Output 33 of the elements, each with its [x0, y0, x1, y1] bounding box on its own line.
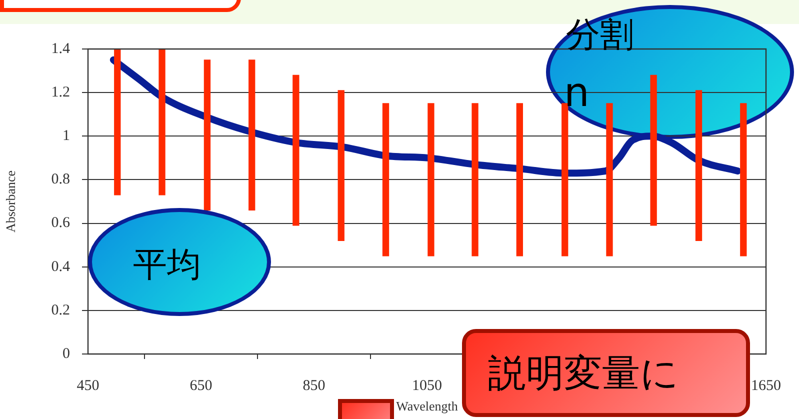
bar [114, 49, 121, 196]
y-tick-label: 1.2 [51, 84, 70, 101]
y-tick-label: 0 [62, 346, 70, 362]
x-tick-label: 1050 [412, 378, 442, 394]
bar [695, 90, 702, 242]
bar [292, 74, 300, 226]
y-tick-label: 0.8 [51, 172, 70, 188]
bar [650, 74, 657, 226]
bar [382, 103, 390, 256]
x-axis-title: Wavelength [396, 398, 458, 414]
y-tick-label: 1.4 [51, 40, 70, 57]
bar [204, 60, 211, 211]
bar [606, 103, 613, 256]
bar [472, 103, 478, 256]
bar [562, 103, 568, 256]
y-tick-label: 0.6 [51, 215, 70, 232]
bar [740, 103, 747, 256]
x-tick-label: 450 [76, 378, 100, 394]
bar [158, 49, 166, 196]
y-tick-label: 0.4 [51, 258, 70, 275]
x-tick-label: 1650 [751, 378, 781, 394]
y-tick-label: 1 [62, 128, 70, 144]
x-tick-label: 650 [190, 378, 212, 394]
bar [516, 103, 523, 256]
bar [428, 103, 434, 256]
annotation: 説明変量に [488, 350, 679, 397]
y-tick-label: 0.2 [51, 302, 70, 318]
bar [248, 60, 256, 211]
x-tick-label: 850 [302, 378, 326, 394]
y-axis-title: Absorbance [3, 170, 18, 233]
bar [338, 90, 344, 242]
annotation: 分割 [566, 14, 634, 57]
annotation: 平均 [133, 244, 201, 287]
